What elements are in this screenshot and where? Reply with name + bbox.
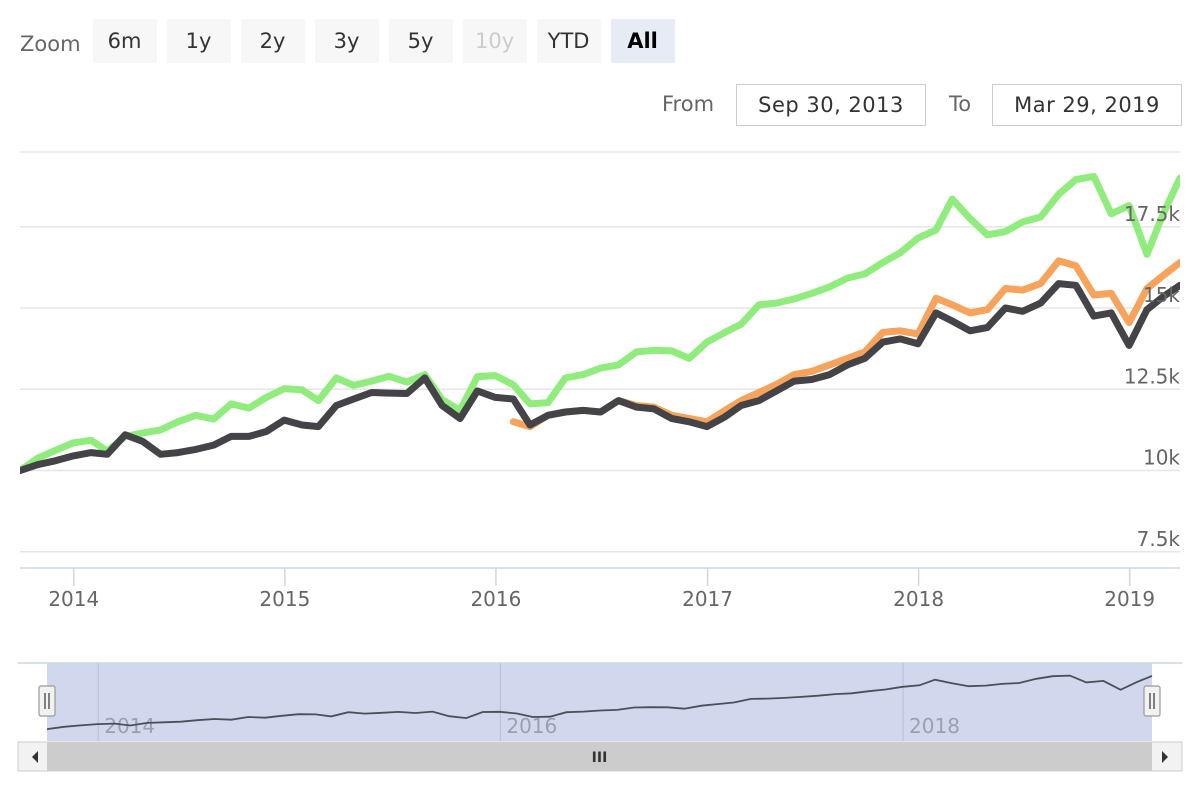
zoom-6m-button[interactable]: 6m xyxy=(92,19,157,63)
y-tick-label: 15k xyxy=(1143,283,1180,307)
from-label: From xyxy=(662,92,715,116)
scrollbar-grip[interactable]: III xyxy=(592,750,608,766)
y-tick-label: 10k xyxy=(1143,446,1180,470)
zoom-3y-button[interactable]: 3y xyxy=(314,19,379,63)
zoom-ytd-button[interactable]: YTD xyxy=(536,19,601,63)
series-line-2[interactable] xyxy=(20,280,1180,474)
y-axis: 7.5k 10k 12.5k 15k 17.5k xyxy=(1124,202,1181,551)
navigator-selected-range[interactable] xyxy=(47,663,1152,741)
zoom-1y-button[interactable]: 1y xyxy=(166,19,231,63)
from-date-input[interactable]: Sep 30, 2013 xyxy=(736,84,926,126)
zoom-bar: Zoom 6m 1y 2y 3y 5y 10y YTD All xyxy=(20,19,685,63)
series-lines xyxy=(20,172,1180,474)
scrollbar-left-arrow-icon[interactable] xyxy=(32,751,38,763)
navigator-series xyxy=(46,674,1153,730)
x-tick-label: 2016 xyxy=(470,587,521,611)
zoom-2y-button[interactable]: 2y xyxy=(240,19,305,63)
series-line-0[interactable] xyxy=(20,172,1180,474)
y-tick-label: 7.5k xyxy=(1137,527,1181,551)
x-axis: 2014 2015 2016 2017 2018 2019 xyxy=(20,567,1180,611)
zoom-10y-button[interactable]: 10y xyxy=(462,19,527,63)
x-tick-label: 2014 xyxy=(48,587,99,611)
zoom-5y-button[interactable]: 5y xyxy=(388,19,453,63)
y-tick-label: 12.5k xyxy=(1124,364,1181,388)
y-tick-label: 17.5k xyxy=(1124,202,1181,226)
navigator-year-label: 2018 xyxy=(909,714,960,738)
navigator-year-label: 2016 xyxy=(506,714,557,738)
scrollbar-right-arrow-icon[interactable] xyxy=(1162,751,1168,763)
zoom-label: Zoom xyxy=(20,32,81,56)
scrollbar-thumb[interactable] xyxy=(47,742,1152,771)
x-tick-label: 2018 xyxy=(893,587,944,611)
x-tick-label: 2015 xyxy=(259,587,310,611)
x-tick-label: 2019 xyxy=(1104,587,1155,611)
zoom-all-button[interactable]: All xyxy=(610,19,675,63)
navigator-right-handle[interactable] xyxy=(1143,685,1161,717)
grid-lines xyxy=(20,151,1180,553)
to-date-input[interactable]: Mar 29, 2019 xyxy=(992,84,1182,126)
to-label: To xyxy=(949,92,972,116)
navigator-left-handle[interactable] xyxy=(38,685,56,717)
x-tick-label: 2017 xyxy=(682,587,733,611)
